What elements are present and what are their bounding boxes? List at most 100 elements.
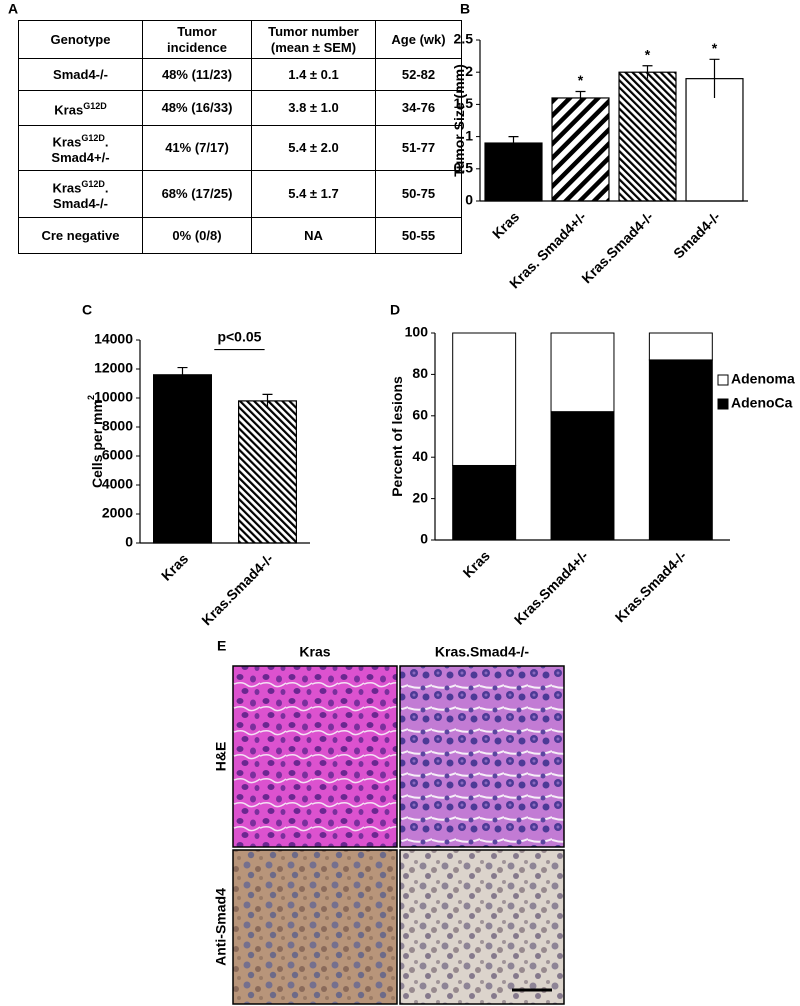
table-row: KrasG12D 48% (16/33) 3.8 ± 1.0 34-76	[18, 90, 462, 126]
table-cell: 51-77	[375, 125, 462, 171]
annotation-text: p<0.05	[217, 328, 261, 344]
bar-segment	[550, 332, 615, 413]
micrograph	[232, 849, 398, 1005]
table-row: Cre negative 0% (0/8) NA 50-55	[18, 217, 462, 254]
bar-segment	[550, 411, 615, 541]
x-tick-label: Smad4-/-	[670, 208, 723, 261]
y-axis-label: Percent of lesions	[389, 376, 405, 497]
data-table: Genotype Tumor incidence Tumor number (mea…	[18, 20, 462, 254]
error-bar	[177, 366, 188, 383]
x-tick-label: Kras	[158, 550, 191, 583]
y-tick-label: 2	[465, 63, 473, 79]
column-label: Kras.Smad4-/-	[435, 644, 529, 660]
table-row: Smad4-/- 48% (11/23) 1.4 ± 0.1 52-82	[18, 58, 462, 91]
genotype-line2: Smad4-/-	[53, 196, 108, 212]
genotype-line2: Smad4+/-	[51, 150, 110, 166]
significance-marker: *	[578, 72, 584, 88]
genotype-sup: G12D	[81, 178, 105, 189]
header-cell: Tumor number (mean ± SEM)	[251, 20, 376, 59]
table-cell: NA	[251, 217, 376, 254]
column-label: Kras	[299, 644, 330, 660]
x-tick-label: Kras.Smad4-/-	[198, 550, 276, 628]
bar	[484, 142, 543, 202]
y-label-text: Percent of lesions	[389, 376, 405, 497]
table-panel: Genotype Tumor incidence Tumor number (mea…	[18, 20, 462, 254]
x-tick-label: Kras.Smad4+/-	[511, 547, 592, 628]
y-tick-label: 10000	[94, 389, 133, 405]
y-tick-label: 6000	[102, 447, 133, 463]
bar	[551, 97, 610, 202]
bar	[153, 374, 213, 544]
table-row: KrasG12D. Smad4+/- 41% (7/17) 5.4 ± 2.0 51-7…	[18, 125, 462, 171]
table-cell: 3.8 ± 1.0	[251, 90, 376, 126]
bar	[618, 71, 677, 202]
significance-marker: *	[712, 40, 718, 56]
genotype-main: Kras	[54, 102, 84, 118]
table-cell: 5.4 ± 1.7	[251, 170, 376, 218]
table-row: KrasG12D. Smad4-/- 68% (17/25) 5.4 ± 1.7 50-…	[18, 170, 462, 218]
y-tick-label: 4000	[102, 476, 133, 492]
table-cell: 48% (11/23)	[142, 58, 252, 91]
bar-segment	[452, 464, 517, 541]
y-tick-label: 100	[405, 324, 429, 340]
y-tick-label: 40	[412, 448, 428, 464]
table-cell: 52-82	[375, 58, 462, 91]
error-bar	[709, 58, 720, 98]
header-cell: Tumor incidence	[142, 20, 252, 59]
bar-segment	[452, 332, 517, 466]
panel-label: C	[82, 302, 92, 318]
panel-label: E	[217, 638, 226, 654]
genotype-tail: .	[104, 180, 109, 196]
micrograph	[232, 665, 398, 848]
genotype-cell: KrasG12D. Smad4+/-	[18, 125, 143, 171]
table-cell: 34-76	[375, 90, 462, 126]
genotype-main: Kras	[52, 180, 82, 196]
y-tick-label: 0	[465, 192, 473, 208]
genotype-main: Kras	[52, 134, 82, 150]
genotype-tail: .	[104, 134, 109, 150]
error-bar	[575, 90, 586, 105]
panel-label: B	[460, 1, 470, 17]
error-bar	[642, 65, 653, 79]
bar-segment	[648, 332, 713, 361]
genotype-cell: KrasG12D	[18, 90, 143, 126]
y-tick-label: 1	[465, 127, 473, 143]
table-cell: 5.4 ± 2.0	[251, 125, 376, 171]
row-label: H&E	[213, 742, 229, 772]
y-tick-label: 14000	[94, 331, 133, 347]
micrograph	[399, 665, 565, 848]
legend-swatch	[717, 374, 729, 386]
table-cell: 68% (17/25)	[142, 170, 252, 218]
table-cell: 48% (16/33)	[142, 90, 252, 126]
table-cell: Cre negative	[18, 217, 143, 254]
legend-label: AdenoCa	[731, 395, 793, 411]
bar-segment	[648, 359, 713, 541]
x-tick-label: Kras	[489, 208, 522, 241]
y-label-text: Cells per mm	[89, 400, 105, 488]
genotype-cell: KrasG12D. Smad4-/-	[18, 170, 143, 218]
y-tick-label: 60	[412, 407, 428, 423]
table-cell: Smad4-/-	[18, 58, 143, 91]
micrograph	[399, 849, 565, 1005]
error-bar	[508, 136, 519, 150]
table-header-row: Genotype Tumor incidence Tumor number (mea…	[18, 20, 462, 59]
genotype-sup: G12D	[83, 100, 107, 111]
y-tick-label: 0	[125, 534, 133, 550]
header-cell: Age (wk)	[375, 20, 462, 59]
panel-label: D	[390, 302, 400, 318]
y-tick-label: 20	[412, 489, 428, 505]
table-cell: 50-55	[375, 217, 462, 254]
y-axis-label: Cells per mm2	[86, 395, 104, 488]
x-tick-label: Kras	[460, 547, 493, 580]
y-tick-label: 80	[412, 365, 428, 381]
header-cell: Genotype	[18, 20, 143, 59]
y-tick-label: 8000	[102, 418, 133, 434]
table-cell: 0% (0/8)	[142, 217, 252, 254]
bar	[238, 400, 298, 544]
y-tick-label: 12000	[94, 360, 133, 376]
table-cell: 1.4 ± 0.1	[251, 58, 376, 91]
x-tick-label: Kras.Smad4-/-	[578, 208, 656, 286]
genotype-sup: G12D	[81, 132, 105, 143]
